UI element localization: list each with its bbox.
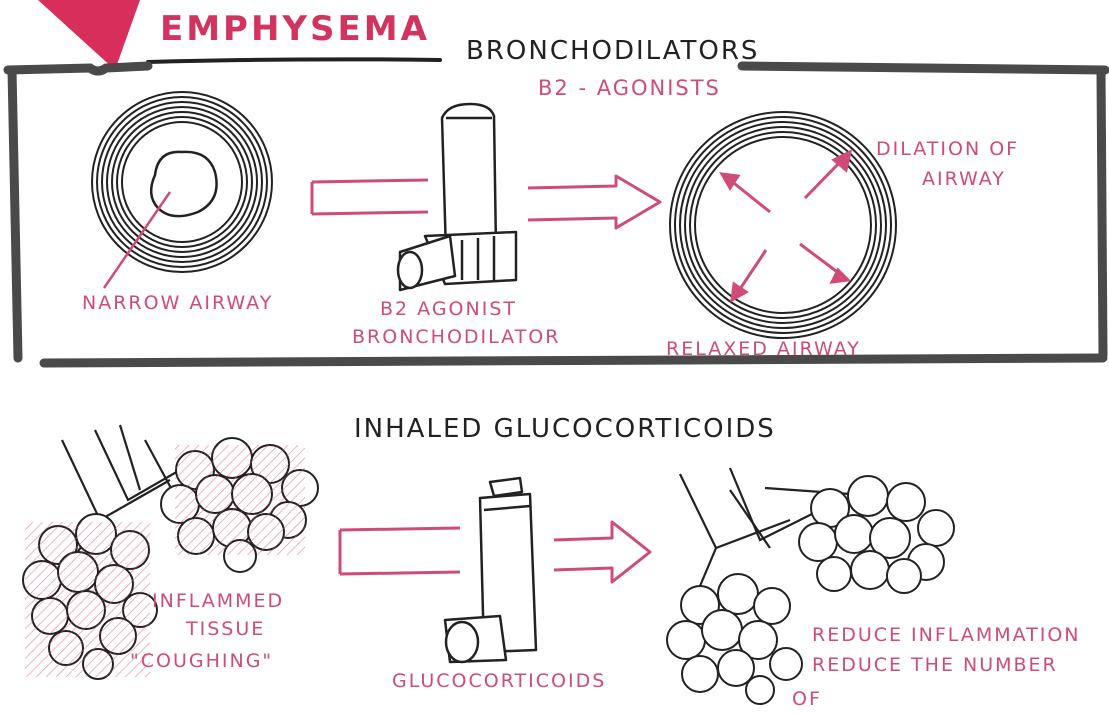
dilation-arrows-icon bbox=[719, 149, 853, 303]
hollow-arrow-4 bbox=[553, 520, 652, 584]
dilation-label-line1: DILATION OF bbox=[876, 138, 1020, 160]
coughing-label: "COUGHING" bbox=[130, 650, 274, 672]
hollow-arrow-3 bbox=[338, 526, 461, 576]
glucocorticoids-heading: INHALED GLUCOCORTICOIDS bbox=[354, 414, 776, 444]
b2-inhaler-label-line1: B2 AGONIST bbox=[380, 298, 517, 320]
inflammation-hatch-top bbox=[175, 445, 305, 555]
inflamed-tissue-label-line2: TISSUE bbox=[186, 618, 266, 640]
relaxed-airway-icon bbox=[669, 111, 897, 339]
b2-agonists-subheading: B2 - AGONISTS bbox=[538, 76, 721, 100]
narrow-airway-icon bbox=[91, 91, 273, 273]
title-underline bbox=[146, 57, 442, 64]
dilation-label-line2: AIRWAY bbox=[922, 168, 1006, 190]
relaxed-airway-label: RELAXED AIRWAY bbox=[666, 338, 861, 360]
b2-inhaler-label-line2: BRONCHODILATOR bbox=[352, 326, 561, 348]
bronchodilator-frame bbox=[3, 61, 1109, 368]
inflamed-tissue-label-line1: INFLAMMED bbox=[152, 590, 285, 612]
glucocorticoid-inhaler-icon bbox=[443, 476, 538, 664]
bronchodilators-heading: BRONCHODILATORS bbox=[466, 36, 760, 66]
hollow-arrow-1 bbox=[310, 178, 429, 216]
page-title: EMPHYSEMA bbox=[160, 9, 430, 49]
glucocorticoid-inhaler-label: GLUCOCORTICOIDS bbox=[392, 670, 607, 692]
narrow-airway-label: NARROW AIRWAY bbox=[82, 292, 274, 314]
healthy-alveoli-cluster-top bbox=[798, 475, 955, 594]
corner-triangle-shape bbox=[38, 0, 140, 70]
inflammation-hatch-bottom bbox=[25, 522, 150, 677]
effect-label-line3: OF bbox=[792, 688, 822, 710]
effect-label-line1: REDUCE INFLAMMATION bbox=[812, 624, 1081, 646]
b2-inhaler-icon bbox=[396, 102, 518, 292]
narrow-airway-pointer bbox=[102, 191, 172, 289]
hollow-arrow-2 bbox=[527, 174, 662, 230]
healthy-alveoli-cluster-bottom bbox=[666, 573, 803, 705]
effect-label-line2: REDUCE THE NUMBER bbox=[812, 654, 1058, 676]
